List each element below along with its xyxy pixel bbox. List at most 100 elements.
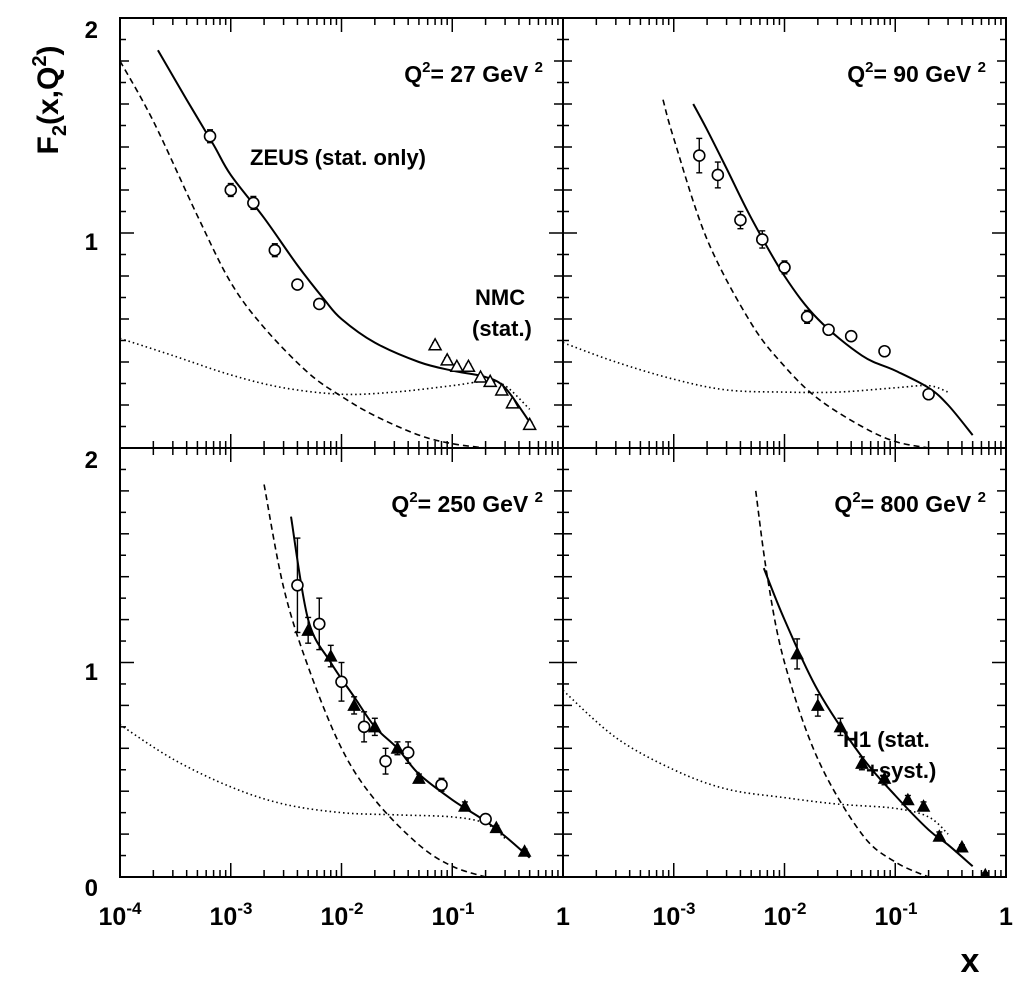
nmc-point	[505, 395, 520, 409]
x-tick-label: 10-2	[764, 899, 807, 931]
y-axis-label-args: (x,Q	[32, 67, 65, 125]
zeus-label: ZEUS (stat. only)	[250, 145, 426, 170]
zeus-point	[335, 675, 348, 689]
nmc-label: NMC	[475, 285, 525, 310]
title-q: Q	[391, 491, 409, 517]
y-axis-label-close: )	[32, 46, 65, 56]
title-body: = 250 GeV	[418, 491, 535, 517]
title-body: = 90 GeV	[873, 61, 977, 87]
nmc-point	[439, 352, 455, 366]
zeus-point	[379, 754, 392, 768]
zeus-point	[692, 149, 706, 162]
h1-point	[323, 649, 338, 662]
panel-3: Q2= 250 GeV 2	[119, 447, 564, 878]
x-tick-label: 1	[556, 903, 570, 931]
nmc-point	[427, 337, 443, 351]
y-axis-label: F2(x,Q2)	[29, 46, 71, 155]
title-sup: 2	[865, 59, 873, 76]
panel-content	[563, 99, 974, 448]
zeus-point	[844, 329, 858, 343]
zeus-point	[922, 387, 935, 401]
y-tick-label: 2	[85, 17, 98, 44]
x-tick-label: 10-3	[653, 899, 696, 931]
zeus-point	[312, 617, 326, 631]
title-sup: 2	[409, 489, 417, 506]
panel-title: Q2= 800 GeV 2	[834, 489, 986, 517]
y-tick-label: 1	[85, 659, 98, 686]
h1-syst-label: +syst.)	[866, 758, 936, 783]
panel-content	[120, 49, 537, 448]
h1-point	[980, 867, 991, 877]
zeus-point	[822, 323, 835, 337]
h1-point	[367, 719, 382, 733]
y-axis-label-sup: 2	[29, 56, 51, 67]
dashed-curve	[263, 484, 486, 877]
nmc-point	[461, 358, 476, 373]
zeus-point	[479, 812, 492, 826]
nmc-point	[449, 358, 465, 373]
title-sup: 2	[535, 489, 543, 506]
solid-curve	[157, 49, 531, 423]
panel-4: Q2= 800 GeV 2	[562, 447, 1007, 878]
nmc-stat-label: (stat.)	[472, 316, 532, 341]
h1-point	[390, 741, 405, 754]
zeus-point	[291, 578, 304, 592]
zeus-point	[357, 720, 371, 734]
h1-point	[810, 698, 825, 711]
h1-point	[916, 799, 931, 812]
title-q: Q	[847, 61, 865, 87]
title-sup: 2	[978, 489, 986, 506]
h1-point	[877, 771, 892, 784]
zeus-point	[247, 196, 260, 210]
zeus-point	[401, 746, 415, 759]
h1-label: H1 (stat.	[843, 727, 930, 752]
solid-curve	[290, 516, 531, 859]
title-sup: 2	[535, 59, 543, 76]
y-tick-label: 1	[85, 229, 98, 256]
dashed-curve	[120, 60, 486, 448]
zeus-point	[800, 310, 814, 324]
dotted-curve	[120, 724, 506, 840]
panel-title: Q2= 90 GeV 2	[847, 59, 986, 87]
y-axis-label-sub: 2	[49, 125, 71, 136]
zeus-point	[224, 183, 238, 197]
title-q: Q	[404, 61, 422, 87]
title-sup: 2	[852, 489, 860, 506]
svg-text:F2(x,Q2): F2(x,Q2)	[29, 46, 71, 155]
x-tick-label: 10-3	[210, 899, 253, 931]
h1-point	[932, 829, 947, 842]
title-q: Q	[834, 491, 852, 517]
y-axis-label-f: F	[32, 136, 65, 154]
x-tick-label: 10-4	[99, 899, 142, 931]
y-tick-label: 2	[85, 447, 98, 474]
solid-curve	[692, 103, 974, 436]
h1-point	[458, 799, 472, 812]
h1-point	[517, 844, 532, 857]
zeus-point	[435, 778, 448, 792]
title-body: = 800 GeV	[861, 491, 978, 517]
title-sup: 2	[422, 59, 430, 76]
dotted-curve	[563, 341, 949, 394]
dotted-curve	[120, 337, 531, 410]
panel-title: Q2= 27 GeV 2	[404, 59, 543, 87]
x-tick-label: 10-1	[432, 899, 475, 931]
x-tick-label: 1	[999, 903, 1013, 931]
nmc-point	[473, 369, 488, 383]
h1-point	[901, 792, 915, 806]
h1-point	[489, 820, 504, 834]
h1-point	[790, 646, 804, 660]
panel-2: Q2= 90 GeV 2	[562, 17, 1007, 449]
panel-content	[120, 484, 532, 877]
zeus-point	[734, 213, 747, 227]
zeus-point	[755, 233, 769, 246]
h1-point	[855, 756, 869, 769]
nmc-point	[522, 416, 537, 431]
x-tick-label: 10-1	[875, 899, 918, 931]
h1-point	[833, 719, 848, 733]
dotted-curve	[563, 689, 949, 835]
title-sup: 2	[978, 59, 986, 76]
panel-title: Q2= 250 GeV 2	[391, 489, 543, 517]
zeus-point	[878, 344, 891, 358]
solid-curve	[762, 567, 974, 868]
